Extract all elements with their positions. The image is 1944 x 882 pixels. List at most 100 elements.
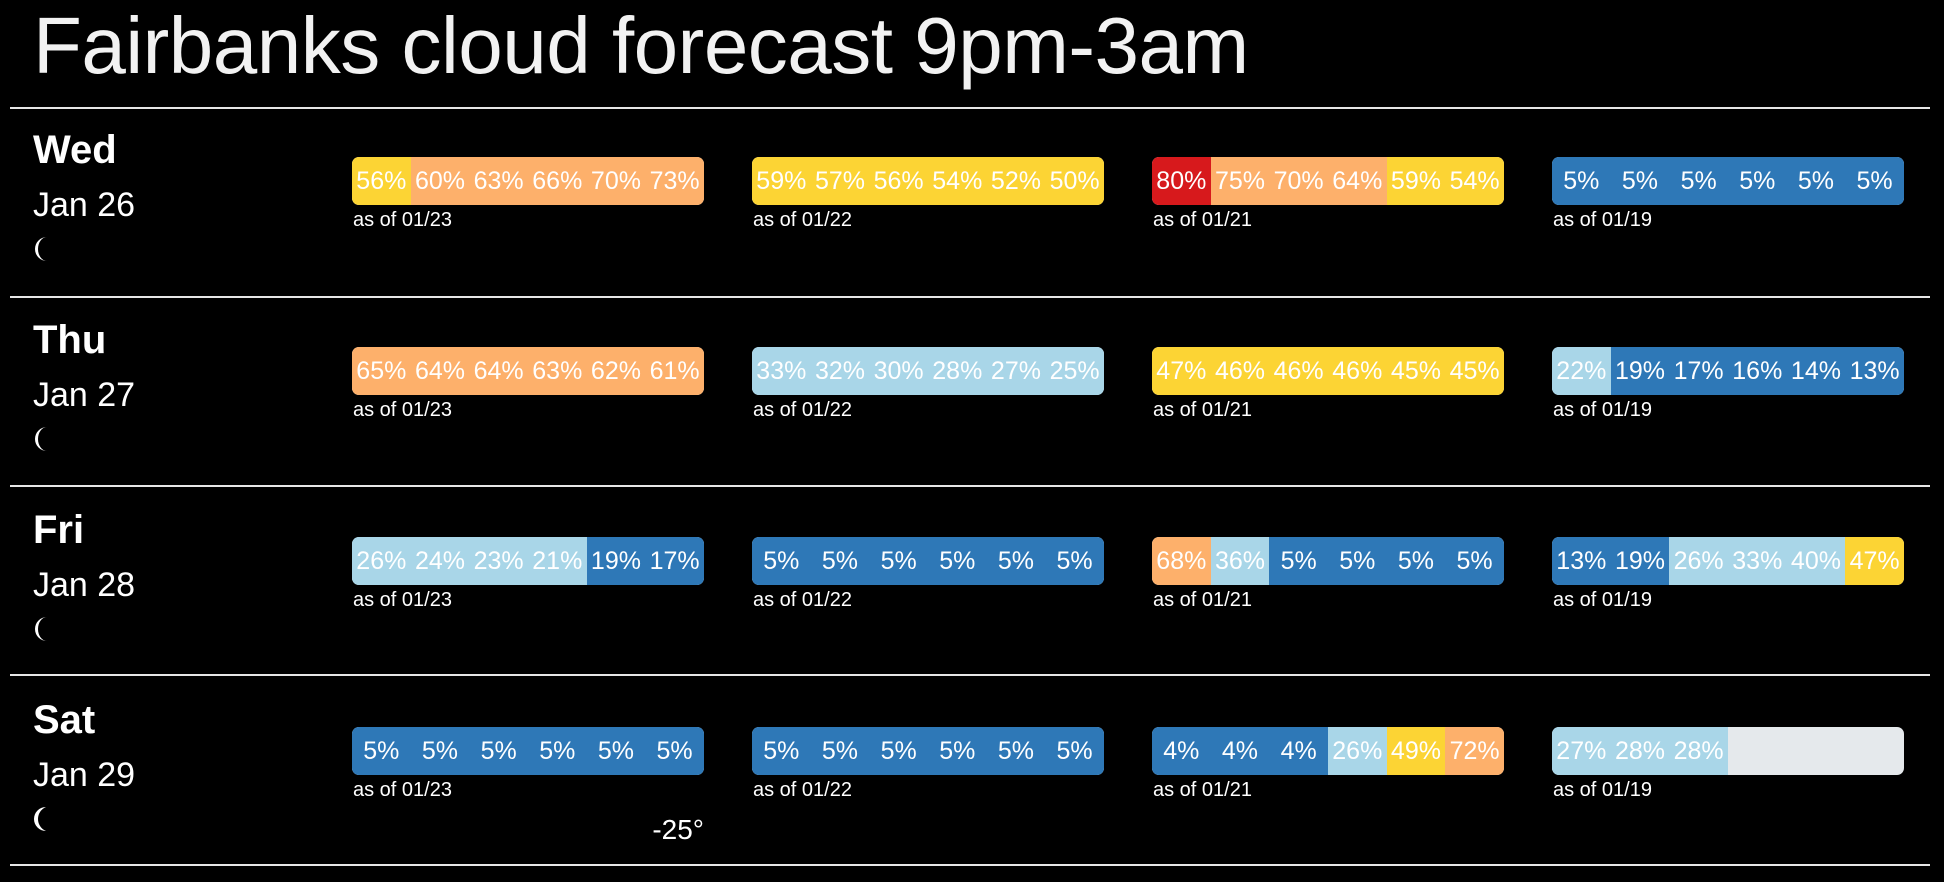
cloud-cover-segment: 33% [1727, 537, 1787, 585]
day-date: Jan 27 [33, 376, 136, 414]
forecast-cell: 4% 4% 4% 26% 49% 72% as of 01/21 [1152, 727, 1504, 807]
cloud-cover-segment: 47% [1152, 347, 1211, 395]
cloud-cover-segment: 19% [1610, 347, 1670, 395]
cloud-cover-segment: 46% [1327, 347, 1387, 395]
cloud-cover-segment: 24% [410, 537, 470, 585]
waning-crescent-moon-icon [33, 615, 55, 643]
cloud-cover-segment: 45% [1445, 347, 1504, 395]
cloud-cover-segment: 5% [927, 727, 987, 775]
day-name: Fri [33, 508, 85, 552]
cloud-cover-segment: 50% [1045, 157, 1104, 205]
cloud-cover-segment: 5% [645, 727, 704, 775]
cloud-cover-segment: 5% [869, 537, 928, 585]
forecast-cell: 5% 5% 5% 5% 5% 5% as of 01/19 [1552, 157, 1904, 237]
forecast-cell: 26% 24% 23% 21% 19% 17% as of 01/23 [352, 537, 704, 617]
cloud-cover-segment: 62% [586, 347, 646, 395]
day-date: Jan 26 [33, 186, 136, 224]
cloud-cover-segment: 5% [1786, 157, 1846, 205]
temperature-label: -25° [652, 814, 704, 845]
day-date: Jan 29 [33, 756, 136, 794]
cloud-cover-bar: 47% 46% 46% 46% 45% 45% [1152, 347, 1504, 395]
row-divider [10, 674, 1930, 676]
forecast-cell: 33% 32% 30% 28% 27% 25% as of 01/22 [752, 347, 1104, 427]
cloud-cover-segment: 65% [352, 347, 411, 395]
day-row: Sat Jan 29 5% 5% 5% 5% 5% 5% as of 01/23 5% 5% 5% 5%… [0, 677, 1944, 865]
cloud-cover-segment: 80% [1152, 157, 1211, 205]
as-of-label: as of 01/22 [753, 209, 852, 231]
cloud-cover-segment: 5% [810, 537, 870, 585]
cloud-cover-segment: 30% [869, 347, 928, 395]
cloud-cover-segment: 27% [986, 347, 1046, 395]
cloud-cover-bar: 80% 75% 70% 64% 59% 54% [1152, 157, 1504, 205]
cloud-cover-segment: 73% [645, 157, 704, 205]
cloud-cover-segment: 5% [927, 537, 987, 585]
thin-waning-crescent-moon-icon [33, 805, 55, 833]
forecast-cell: 59% 57% 56% 54% 52% 50% as of 01/22 [752, 157, 1104, 237]
cloud-cover-segment: 14% [1786, 347, 1846, 395]
forecast-cell: 5% 5% 5% 5% 5% 5% as of 01/23 [352, 727, 704, 807]
cloud-cover-segment: 54% [1445, 157, 1504, 205]
cloud-cover-segment: 4% [1152, 727, 1211, 775]
as-of-label: as of 01/23 [353, 589, 452, 611]
cloud-cover-segment: 47% [1845, 537, 1904, 585]
cloud-cover-segment: 32% [810, 347, 870, 395]
forecast-cell: 47% 46% 46% 46% 45% 45% as of 01/21 [1152, 347, 1504, 427]
forecast-cell: 5% 5% 5% 5% 5% 5% as of 01/22 [752, 727, 1104, 807]
cloud-cover-segment: 5% [1727, 157, 1787, 205]
cloud-cover-segment: 27% [1552, 727, 1611, 775]
cloud-cover-segment: 36% [1210, 537, 1270, 585]
cloud-cover-segment: 5% [1845, 157, 1904, 205]
cloud-cover-segment: 5% [410, 727, 470, 775]
cloud-cover-bar: 5% 5% 5% 5% 5% 5% [752, 727, 1104, 775]
day-name: Wed [33, 128, 117, 172]
cloud-cover-bar: 68% 36% 5% 5% 5% 5% [1152, 537, 1504, 585]
cloud-cover-segment: 5% [1045, 537, 1104, 585]
cloud-cover-segment: 28% [1610, 727, 1670, 775]
cloud-cover-segment: 68% [1152, 537, 1211, 585]
cloud-cover-segment: 19% [1610, 537, 1670, 585]
cloud-cover-segment: 46% [1210, 347, 1270, 395]
forecast-cell: 65% 64% 64% 63% 62% 61% as of 01/23 [352, 347, 704, 427]
as-of-label: as of 01/19 [1553, 589, 1652, 611]
cloud-cover-segment: 70% [586, 157, 646, 205]
cloud-cover-segment: 45% [1386, 347, 1446, 395]
cloud-cover-segment: 17% [1669, 347, 1728, 395]
row-divider [10, 864, 1930, 866]
as-of-label: as of 01/19 [1553, 779, 1652, 801]
cloud-cover-segment: 16% [1727, 347, 1787, 395]
cloud-cover-segment: 5% [869, 727, 928, 775]
cloud-cover-segment: 5% [469, 727, 528, 775]
forecast-cell: 5% 5% 5% 5% 5% 5% as of 01/22 [752, 537, 1104, 617]
cloud-cover-segment: 17% [645, 537, 704, 585]
cloud-cover-bar: 5% 5% 5% 5% 5% 5% [1552, 157, 1904, 205]
cloud-cover-segment: 5% [352, 727, 411, 775]
cloud-cover-segment: 72% [1445, 727, 1504, 775]
day-row: Wed Jan 26 56% 60% 63% 66% 70% 73% as of 01/23 59… [0, 107, 1944, 295]
cloud-cover-segment: 33% [752, 347, 811, 395]
cloud-cover-segment: 4% [1269, 727, 1328, 775]
cloud-cover-segment: 5% [1327, 537, 1387, 585]
day-date: Jan 28 [33, 566, 136, 604]
as-of-label: as of 01/23 [353, 779, 452, 801]
cloud-cover-segment: 5% [1610, 157, 1670, 205]
cloud-cover-segment: 21% [527, 537, 587, 585]
as-of-label: as of 01/19 [1553, 399, 1652, 421]
cloud-cover-bar: 4% 4% 4% 26% 49% 72% [1152, 727, 1504, 775]
cloud-cover-segment: 5% [1386, 537, 1446, 585]
cloud-cover-segment: 13% [1845, 347, 1904, 395]
cloud-cover-segment: 5% [1445, 537, 1504, 585]
forecast-cell: 68% 36% 5% 5% 5% 5% as of 01/21 [1152, 537, 1504, 617]
cloud-cover-segment: 13% [1552, 537, 1611, 585]
cloud-cover-bar: 56% 60% 63% 66% 70% 73% [352, 157, 704, 205]
cloud-cover-bar: 26% 24% 23% 21% 19% 17% [352, 537, 704, 585]
cloud-cover-segment: 5% [586, 727, 646, 775]
cloud-cover-segment: 5% [810, 727, 870, 775]
cloud-cover-segment: 19% [586, 537, 646, 585]
row-divider [10, 107, 1930, 109]
as-of-label: as of 01/23 [353, 399, 452, 421]
forecast-cell: 56% 60% 63% 66% 70% 73% as of 01/23 [352, 157, 704, 237]
day-name: Thu [33, 318, 107, 362]
cloud-cover-bar: 13% 19% 26% 33% 40% 47% [1552, 537, 1904, 585]
cloud-cover-segment: 5% [986, 537, 1046, 585]
